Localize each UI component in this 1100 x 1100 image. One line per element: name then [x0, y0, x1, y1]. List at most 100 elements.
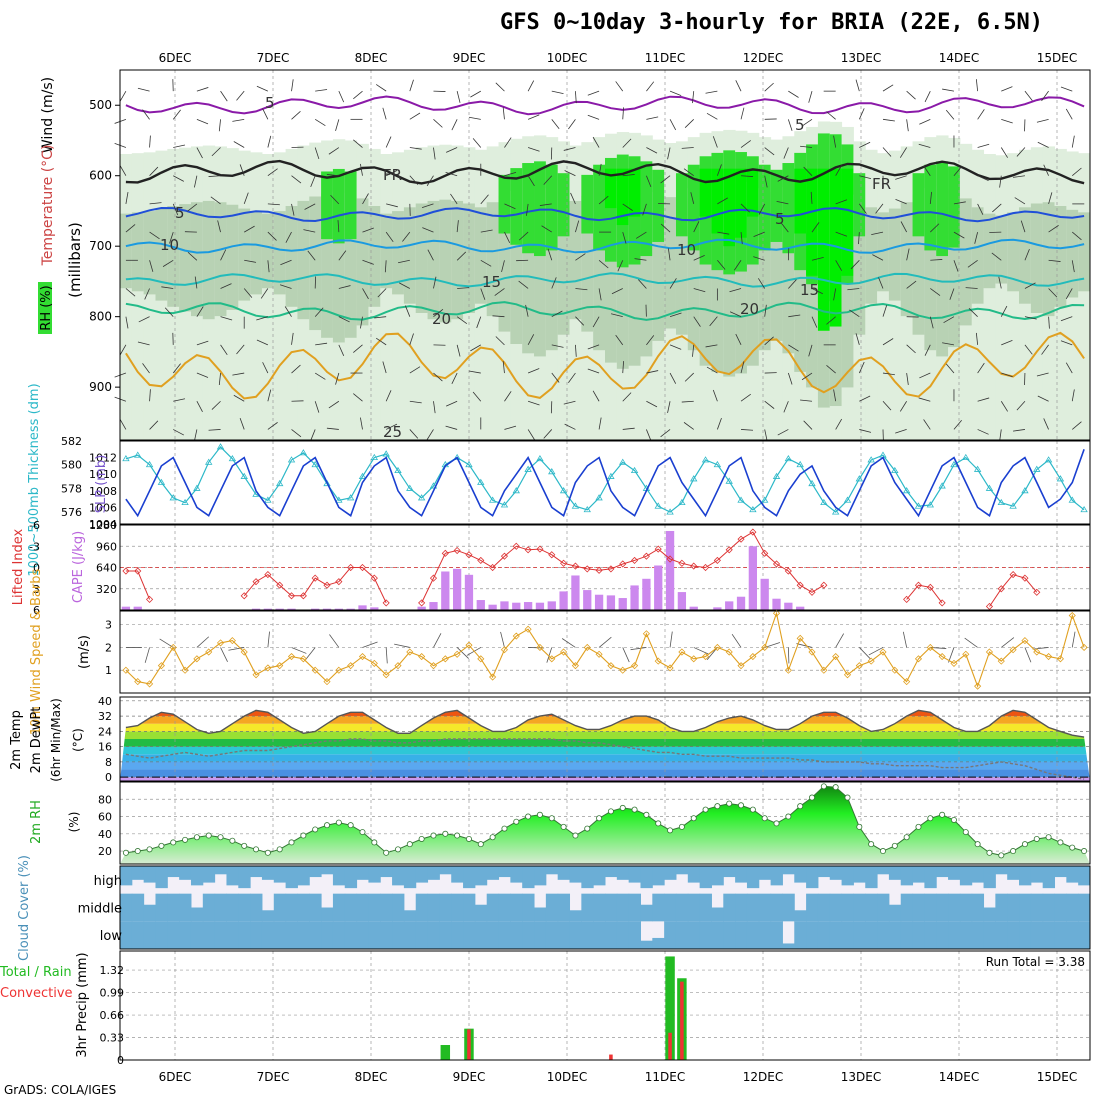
lifted-index-point: [914, 581, 923, 589]
temp-band: [120, 769, 1090, 778]
lifted-index-point: [477, 556, 485, 564]
rh2m-point: [229, 837, 236, 844]
wind-barb: [338, 90, 345, 103]
rh2m-point: [241, 842, 248, 849]
wind-barb: [1041, 344, 1049, 355]
rh2m-point: [193, 834, 200, 841]
cloud-cell-low: [616, 921, 630, 949]
wind-barb: [615, 334, 624, 346]
cloud-cell-low: [806, 921, 819, 949]
cloud-cell-low: [971, 921, 985, 949]
wind-barb: [753, 256, 765, 261]
rh2m-point: [394, 846, 401, 853]
wind-barb: [568, 372, 576, 383]
wind10m-point: [418, 652, 426, 661]
wind10m-barb: [706, 647, 718, 660]
wind-barb: [173, 429, 185, 436]
wind-barb: [337, 220, 340, 233]
cloud-cell-high: [817, 866, 831, 878]
rh-shade-mid: [983, 213, 996, 289]
cloud-cell-high: [687, 866, 701, 883]
temp2m-tick-label: 40: [98, 695, 112, 708]
cloud-cell-middle: [498, 893, 511, 922]
x-tick-label-top: 14DEC: [939, 51, 979, 65]
wind10m-barb: [159, 638, 174, 648]
lifted-index-point: [583, 565, 591, 573]
cloud-cell-middle: [1042, 893, 1056, 922]
wind-barb: [456, 91, 461, 103]
upper-air-ytick-label: 800: [89, 310, 112, 324]
wind10m-ylabel: 10m Wind Speed & Barbs: [29, 569, 44, 736]
wind-barb: [375, 337, 387, 346]
contour-label: 15: [482, 273, 501, 291]
cloud-cell-middle: [652, 893, 665, 922]
thickness-point: [134, 451, 142, 458]
wind-barb: [161, 286, 174, 289]
cloud-cell-high: [782, 866, 795, 875]
precip-tick-label: 1.32: [100, 964, 125, 977]
wind-barb: [196, 87, 209, 92]
wind-barb: [977, 109, 985, 120]
cloud-cell-high: [983, 866, 996, 889]
wind10m-point: [299, 655, 307, 663]
wind-barb: [899, 147, 907, 158]
wind-barb: [859, 175, 872, 180]
wind-barb: [422, 227, 434, 233]
wind-barb: [244, 225, 255, 233]
cloud-cell-low: [664, 921, 677, 949]
wind10m-point: [276, 662, 284, 670]
cloud-cell-low: [143, 921, 156, 949]
wind-barb: [717, 231, 730, 235]
wind10m-point: [820, 666, 828, 674]
wind-barb: [705, 344, 718, 348]
wind-barb: [906, 344, 916, 354]
thickness-point: [370, 453, 379, 460]
wind-barb: [119, 90, 127, 102]
wind-barb: [1048, 225, 1059, 233]
wind-barb: [433, 147, 436, 160]
upper-air-ytick-label: 600: [89, 169, 112, 183]
lifted-index-point: [276, 581, 284, 589]
wind-barb: [753, 231, 765, 237]
cloud-cell-low: [877, 921, 890, 949]
wind-barb: [895, 199, 907, 205]
wind-barb: [808, 344, 813, 357]
wind-barb: [172, 203, 179, 216]
cloud-cell-low: [841, 921, 854, 949]
cloud-cell-middle: [853, 893, 866, 922]
cloud-cell-high: [758, 866, 772, 880]
wind-barb: [173, 398, 186, 402]
cloud-cell-high: [794, 866, 807, 883]
wind-barb: [267, 135, 272, 148]
wind10m-tick-label: 3: [105, 619, 112, 632]
contour-label: 5: [795, 116, 805, 134]
rh-shade-mid: [415, 203, 429, 314]
wind10m-point: [619, 666, 627, 674]
contour-label: 5: [265, 94, 275, 112]
wind-barb: [882, 400, 892, 411]
wind-barb: [144, 288, 150, 300]
rh-shade-mid: [190, 202, 204, 317]
isotherm-line: [125, 272, 1085, 288]
wind-barb: [543, 429, 553, 439]
lifted-index-line: [989, 574, 1038, 607]
rh-shade-green: [321, 171, 334, 240]
x-tick-label-top: 13DEC: [841, 51, 881, 65]
wind-barb: [764, 82, 774, 92]
precip-run-total: Run Total = 3.38: [986, 955, 1085, 969]
thickness-point: [867, 456, 875, 463]
rh2m-tick-label: 80: [98, 793, 112, 806]
wind-barb: [974, 231, 979, 244]
cloud-cell-low: [463, 921, 476, 949]
rh2m-point: [584, 825, 591, 832]
wind-barb: [280, 259, 292, 266]
cloud-cell-high: [309, 866, 322, 878]
wind-barb: [660, 223, 671, 233]
cloud-cell-middle: [486, 893, 500, 922]
wind10m-point: [429, 662, 438, 670]
cloud-cell-low: [758, 921, 772, 949]
cape-bar: [713, 607, 722, 610]
temp2m-frame: [119, 696, 1091, 782]
lifted-index-point: [607, 565, 615, 573]
rh-shade-mid: [865, 207, 878, 304]
